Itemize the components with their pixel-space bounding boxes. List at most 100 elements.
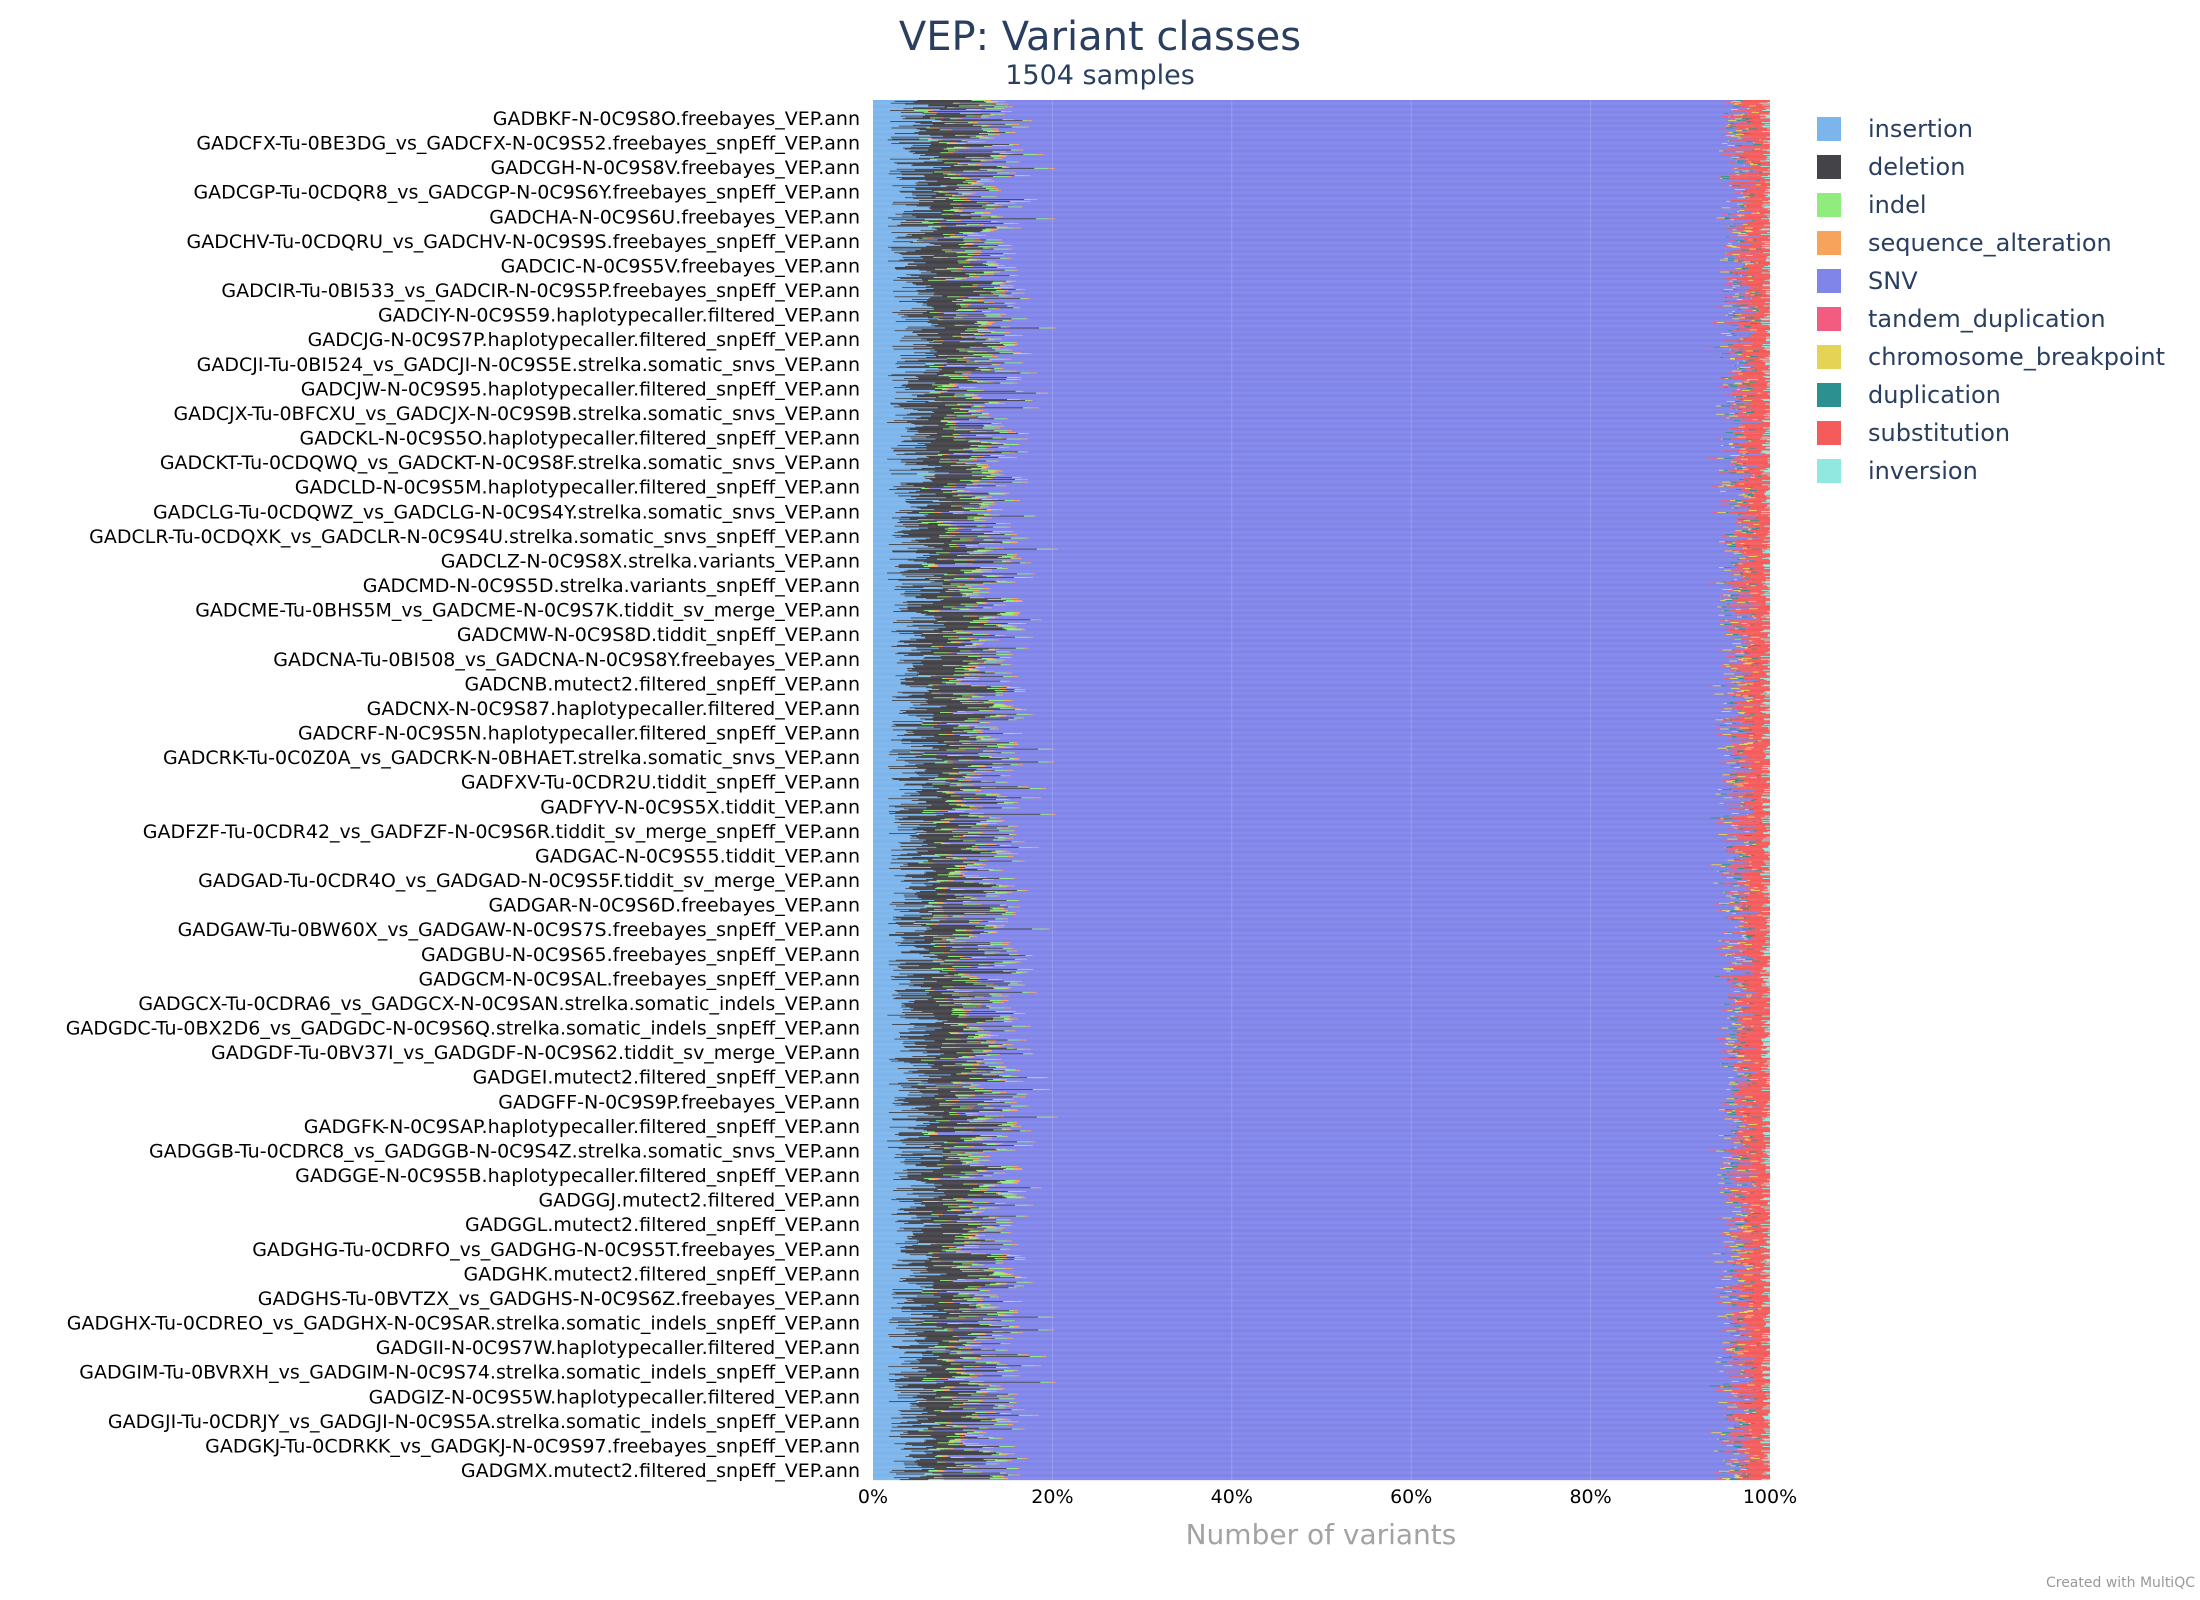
bar-segment-sequence_alteration[interactable] [933, 610, 941, 612]
bar-segment-deletion[interactable] [894, 589, 949, 591]
bar-segment-deletion[interactable] [907, 603, 961, 605]
bar-segment-deletion[interactable] [919, 494, 958, 496]
bar-segment-duplication[interactable] [1713, 346, 1722, 348]
bar-segment-substitution[interactable] [1750, 529, 1770, 531]
bar-segment-chromosome_breakpoint[interactable] [1730, 622, 1739, 624]
bar-segment-indel[interactable] [979, 543, 994, 545]
bar-segment-substitution[interactable] [1752, 640, 1765, 642]
bar-segment-deletion[interactable] [894, 296, 948, 298]
bar-segment-inversion[interactable] [1762, 620, 1770, 622]
bar-segment-chromosome_breakpoint[interactable] [1749, 329, 1757, 331]
bar-segment-insertion[interactable] [873, 627, 919, 629]
bar-segment-SNV[interactable] [958, 374, 1735, 376]
bar-segment-insertion[interactable] [873, 552, 916, 554]
bar-segment-insertion[interactable] [873, 310, 901, 312]
bar-segment-insertion[interactable] [873, 474, 935, 476]
bar-segment-duplication[interactable] [1743, 338, 1746, 340]
bar-segment-insertion[interactable] [873, 445, 898, 447]
bar-segment-inversion[interactable] [1763, 669, 1770, 671]
bar-segment-insertion[interactable] [873, 213, 896, 215]
bar-segment-inversion[interactable] [1768, 310, 1770, 312]
bar-segment-SNV[interactable] [1012, 106, 1734, 108]
bar-segment-duplication[interactable] [1750, 355, 1758, 358]
bar-segment-deletion[interactable] [897, 531, 993, 533]
bar-segment-indel[interactable] [950, 203, 956, 205]
bar-segment-deletion[interactable] [933, 309, 959, 311]
bar-segment-SNV[interactable] [994, 104, 1734, 106]
bar-segment-indel[interactable] [974, 517, 988, 519]
bar-segment-sequence_alteration[interactable] [985, 467, 990, 469]
bar-segment-sequence_alteration[interactable] [976, 456, 985, 458]
bar-segment-indel[interactable] [954, 436, 962, 438]
bar-segment-insertion[interactable] [873, 163, 897, 165]
bar-segment-deletion[interactable] [898, 495, 953, 497]
bar-segment-tandem_duplication[interactable] [1740, 410, 1751, 412]
bar-segment-sequence_alteration[interactable] [934, 564, 938, 566]
bar-segment-sequence_alteration[interactable] [946, 277, 952, 279]
bar-segment-deletion[interactable] [888, 260, 958, 262]
bar-segment-indel[interactable] [943, 486, 951, 488]
bar-segment-insertion[interactable] [873, 231, 934, 233]
bar-segment-insertion[interactable] [873, 590, 905, 592]
bar-segment-chromosome_breakpoint[interactable] [1742, 113, 1745, 115]
bar-segment-SNV[interactable] [983, 584, 1729, 586]
bar-segment-chromosome_breakpoint[interactable] [1746, 379, 1750, 381]
bar-segment-substitution[interactable] [1742, 137, 1770, 139]
bar-segment-chromosome_breakpoint[interactable] [1742, 657, 1752, 659]
bar-segment-insertion[interactable] [873, 390, 948, 392]
bar-segment-sequence_alteration[interactable] [968, 192, 976, 194]
bar-segment-indel[interactable] [954, 278, 963, 280]
bar-segment-SNV[interactable] [942, 645, 1736, 648]
bar-segment-indel[interactable] [960, 538, 970, 540]
bar-segment-insertion[interactable] [873, 137, 932, 139]
bar-segment-chromosome_breakpoint[interactable] [1749, 497, 1756, 499]
bar-segment-sequence_alteration[interactable] [980, 234, 986, 236]
bar-segment-indel[interactable] [957, 494, 967, 496]
bar-segment-sequence_alteration[interactable] [991, 658, 997, 660]
bar-segment-insertion[interactable] [873, 131, 919, 133]
bar-segment-SNV[interactable] [963, 511, 1748, 513]
bar-segment-sequence_alteration[interactable] [1005, 561, 1012, 563]
bar-segment-SNV[interactable] [955, 194, 1744, 196]
bar-segment-tandem_duplication[interactable] [1744, 276, 1748, 278]
bar-segment-sequence_alteration[interactable] [992, 331, 995, 333]
bar-segment-insertion[interactable] [873, 270, 927, 272]
bar-segment-tandem_duplication[interactable] [1731, 383, 1734, 385]
bar-segment-chromosome_breakpoint[interactable] [1759, 139, 1762, 141]
bar-segment-deletion[interactable] [908, 670, 955, 672]
bar-segment-SNV[interactable] [959, 102, 1728, 104]
bar-segment-chromosome_breakpoint[interactable] [1736, 130, 1743, 132]
bar-segment-deletion[interactable] [905, 319, 938, 321]
bar-segment-deletion[interactable] [936, 273, 966, 275]
bar-segment-indel[interactable] [944, 528, 957, 530]
bar-segment-substitution[interactable] [1740, 590, 1769, 592]
bar-segment-sequence_alteration[interactable] [979, 529, 983, 531]
bar-segment-duplication[interactable] [1735, 155, 1737, 157]
bar-segment-indel[interactable] [941, 420, 946, 422]
bar-segment-SNV[interactable] [983, 445, 1721, 447]
bar-segment-insertion[interactable] [873, 421, 907, 423]
bar-segment-tandem_duplication[interactable] [1756, 311, 1759, 314]
bar-segment-substitution[interactable] [1757, 274, 1770, 276]
bar-segment-indel[interactable] [998, 456, 1013, 458]
bar-segment-sequence_alteration[interactable] [975, 394, 979, 396]
bar-segment-tandem_duplication[interactable] [1748, 514, 1757, 516]
bar-segment-insertion[interactable] [873, 669, 908, 671]
bar-segment-deletion[interactable] [894, 330, 966, 332]
bar-segment-sequence_alteration[interactable] [974, 457, 977, 459]
bar-segment-SNV[interactable] [1016, 342, 1753, 344]
bar-segment-chromosome_breakpoint[interactable] [1730, 101, 1733, 103]
bar-segment-sequence_alteration[interactable] [987, 168, 993, 170]
bar-segment-duplication[interactable] [1749, 379, 1750, 381]
bar-segment-SNV[interactable] [1017, 541, 1720, 543]
bar-segment-insertion[interactable] [873, 156, 935, 158]
bar-segment-tandem_duplication[interactable] [1749, 508, 1752, 510]
bar-segment-indel[interactable] [969, 419, 977, 421]
bar-segment-insertion[interactable] [873, 109, 940, 111]
bar-segment-duplication[interactable] [1721, 176, 1730, 178]
bar-segment-insertion[interactable] [873, 479, 932, 481]
bar-segment-indel[interactable] [979, 617, 992, 619]
bar-segment-deletion[interactable] [926, 245, 979, 247]
bar-segment-indel[interactable] [974, 322, 985, 325]
bar-segment-substitution[interactable] [1755, 560, 1770, 562]
